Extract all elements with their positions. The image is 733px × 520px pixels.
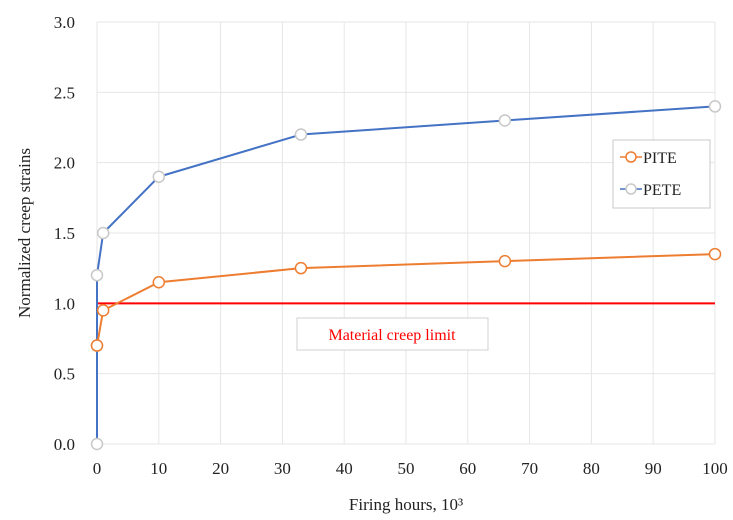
x-tick-label-2: 20 bbox=[212, 459, 229, 478]
y-tick-label-5: 2.5 bbox=[54, 83, 75, 102]
x-axis-title: Firing hours, 10³ bbox=[349, 495, 463, 514]
point-pite-0 bbox=[90, 339, 104, 352]
point-pete-7 bbox=[708, 100, 722, 113]
y-tick-label-2: 1.0 bbox=[54, 294, 75, 313]
x-tick-label-5: 50 bbox=[398, 459, 415, 478]
y-tick-label-6: 3.0 bbox=[54, 13, 75, 32]
point-pete-4 bbox=[152, 170, 166, 183]
point-pite-3 bbox=[294, 261, 308, 275]
x-tick-label-10: 100 bbox=[702, 459, 728, 478]
x-tick-label-4: 40 bbox=[336, 459, 353, 478]
y-tick-label-4: 2.0 bbox=[54, 154, 75, 173]
point-pete-6 bbox=[498, 114, 512, 127]
y-tick-label-1: 0.5 bbox=[54, 365, 75, 384]
creep-limit-annotation: Material creep limit bbox=[296, 317, 489, 351]
legend-label-pete: PETE bbox=[643, 182, 681, 199]
x-tick-label-7: 70 bbox=[521, 459, 538, 478]
legend: PITE PETE bbox=[612, 139, 711, 209]
point-pite-2 bbox=[152, 275, 166, 289]
series-line-pete bbox=[96, 105, 716, 444]
y-axis-title: Normalized creep strains bbox=[15, 148, 34, 318]
point-pete-3 bbox=[96, 226, 110, 240]
tick-labels: 0.0 0.5 1.0 1.5 2.0 2.5 3.0 0 10 20 30 40 50 60 70 80 90… bbox=[54, 13, 728, 478]
point-pite-4 bbox=[498, 254, 512, 268]
annotation-box bbox=[296, 317, 489, 351]
legend-box bbox=[612, 139, 711, 209]
legend-marker-pete bbox=[625, 183, 637, 195]
x-tick-label-1: 10 bbox=[150, 459, 167, 478]
x-tick-label-3: 30 bbox=[274, 459, 291, 478]
annotation-label: Material creep limit bbox=[328, 327, 456, 344]
series-group bbox=[90, 100, 722, 451]
point-pite-1 bbox=[96, 304, 110, 317]
legend-marker-pite bbox=[625, 151, 637, 163]
legend-label-pite: PITE bbox=[643, 150, 677, 167]
point-pete-0 bbox=[90, 437, 104, 451]
point-pete-5 bbox=[294, 128, 308, 141]
point-pite-5 bbox=[708, 247, 722, 261]
y-tick-label-0: 0.0 bbox=[54, 435, 75, 454]
x-tick-label-9: 90 bbox=[645, 459, 662, 478]
point-pete-2 bbox=[90, 268, 104, 282]
y-tick-label-3: 1.5 bbox=[54, 224, 75, 243]
x-tick-label-8: 80 bbox=[583, 459, 600, 478]
x-tick-label-0: 0 bbox=[93, 459, 102, 478]
x-tick-label-6: 60 bbox=[459, 459, 476, 478]
grid bbox=[96, 21, 716, 445]
